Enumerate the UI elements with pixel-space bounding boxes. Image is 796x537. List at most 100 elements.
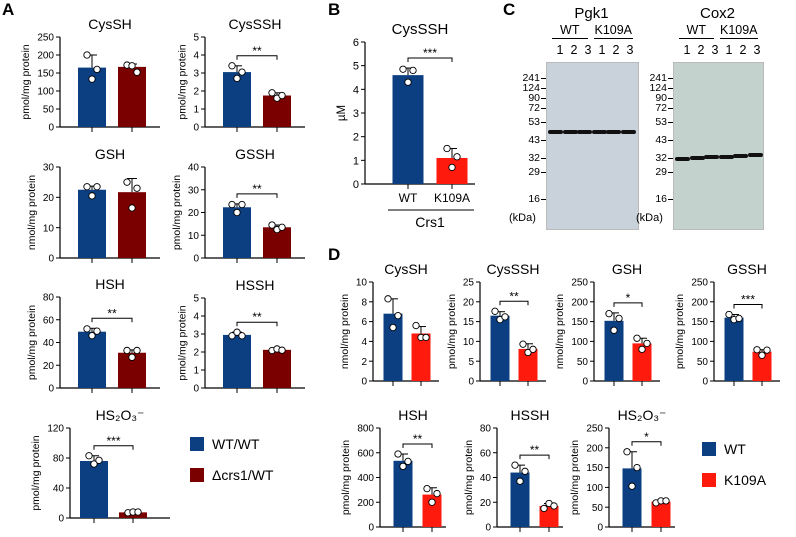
mw-marker: 53 xyxy=(633,117,673,127)
significance-bracket xyxy=(236,321,278,327)
y-axis-label: nmol/mg protein xyxy=(339,294,351,369)
protein-band xyxy=(577,130,592,134)
legend-a: WT/WT Δcrs1/WT xyxy=(190,436,274,483)
chart-title: GSH xyxy=(95,146,125,162)
data-point xyxy=(628,482,636,490)
group-label: K109A xyxy=(593,23,633,39)
chart-title: GSH xyxy=(612,261,642,277)
data-point xyxy=(83,325,91,333)
lane-label: 2 xyxy=(612,43,620,57)
legend-label: Δcrs1/WT xyxy=(212,467,274,483)
y-tick-label: 80 xyxy=(53,454,65,465)
data-point xyxy=(93,183,101,191)
y-tick-label: 80 xyxy=(480,424,492,435)
data-point xyxy=(610,326,618,334)
data-point xyxy=(238,332,246,340)
y-tick-label: 60 xyxy=(480,448,492,459)
y-axis-label: pmol/mg protein xyxy=(446,294,458,369)
data-point xyxy=(83,51,91,59)
y-tick-label: 150 xyxy=(571,317,588,328)
legend-swatch xyxy=(190,468,204,482)
significance-bracket xyxy=(91,317,133,323)
y-tick-label: 0 xyxy=(193,123,199,134)
y-tick-label: 0 xyxy=(368,523,374,534)
y-axis-label: pmol/mg protein xyxy=(20,44,32,119)
y-tick-label: 10 xyxy=(43,223,55,234)
mw-marker: 124 xyxy=(633,83,673,93)
lane-label: 1 xyxy=(598,43,606,57)
data-point xyxy=(93,327,101,335)
chart-title: HS₂O₃⁻ xyxy=(96,407,145,423)
blot-title: Pgk1 xyxy=(574,5,609,22)
chart-title: HSSH xyxy=(236,277,275,293)
significance-stars: *** xyxy=(106,434,120,448)
significance-stars: ** xyxy=(530,443,540,457)
significance-bracket xyxy=(733,303,763,309)
chart-title: CysSSH xyxy=(392,21,449,38)
y-tick-label: 250 xyxy=(691,278,708,289)
data-point xyxy=(384,295,392,303)
y-tick-label: 8 xyxy=(361,297,367,308)
chart-a-1: CysSSH 0 1 2 3 4 5 pmol/mg protein ** xyxy=(176,16,305,134)
panel-label-a: A xyxy=(2,0,15,19)
data-point xyxy=(725,310,733,319)
y-tick-label: 0 xyxy=(485,523,491,534)
lane-label: 3 xyxy=(711,43,719,57)
data-point xyxy=(123,178,131,186)
significance-stars: * xyxy=(626,291,631,305)
bar-0 xyxy=(724,317,744,381)
y-tick-label: 30 xyxy=(188,185,200,196)
y-tick-label: 200 xyxy=(357,498,374,509)
bar-1 xyxy=(518,348,538,381)
y-tick-label: 60 xyxy=(43,315,55,326)
data-point xyxy=(404,78,412,86)
protein-band xyxy=(675,157,690,161)
protein-band xyxy=(591,130,607,134)
lane-label: 2 xyxy=(570,43,578,57)
y-tick-label: 40 xyxy=(480,473,492,484)
protein-band xyxy=(620,130,636,134)
bar-0 xyxy=(393,460,413,527)
bar-1 xyxy=(632,343,652,381)
bar-1 xyxy=(411,333,431,381)
y-tick-label: 10 xyxy=(188,231,200,242)
data-point xyxy=(389,323,397,332)
significance-bracket xyxy=(407,57,453,63)
x-axis-label: Crs1 xyxy=(415,214,445,230)
y-tick-label: 800 xyxy=(357,424,374,435)
data-point xyxy=(88,75,96,83)
data-point xyxy=(268,89,276,97)
panel-label-d: D xyxy=(328,245,341,264)
y-tick-label: 20 xyxy=(43,193,55,204)
y-tick-label: 50 xyxy=(592,503,604,514)
y-tick-label: 2 xyxy=(193,348,199,359)
chart-d-13: HSSH 0 20 40 60 80 pmol/mg protein ** xyxy=(463,407,563,534)
y-tick-label: 150 xyxy=(691,317,708,328)
y-tick-label: 50 xyxy=(697,357,709,368)
significance-bracket xyxy=(499,300,529,306)
data-point xyxy=(123,346,131,355)
y-tick-label: 4 xyxy=(361,337,367,348)
mw-marker: 32 xyxy=(506,153,546,163)
bar-0 xyxy=(80,461,108,518)
data-point xyxy=(633,463,641,472)
chart-title: CysSH xyxy=(88,16,132,32)
chart-d-11: GSSH 0 50 100 150 200 250 pmol/mg protein *** xyxy=(674,261,780,388)
significance-stars: ** xyxy=(252,310,262,324)
data-point xyxy=(399,65,407,73)
legend-label: WT xyxy=(724,441,746,457)
y-tick-label: 1 xyxy=(193,105,199,116)
y-axis-label: µM xyxy=(336,105,348,121)
y-tick-label: 400 xyxy=(357,473,374,484)
y-tick-label: 20 xyxy=(480,498,492,509)
y-tick-label: 10 xyxy=(463,337,475,348)
bar-1 xyxy=(118,192,146,258)
significance-bracket xyxy=(613,302,643,307)
kda-unit: (kDa) xyxy=(509,212,536,224)
panel-label-c: C xyxy=(503,0,516,19)
lane-label: 3 xyxy=(753,43,761,57)
y-tick-label: 6 xyxy=(353,37,359,49)
data-point xyxy=(511,461,519,469)
y-axis-label: pmol/mg protein xyxy=(569,440,581,515)
